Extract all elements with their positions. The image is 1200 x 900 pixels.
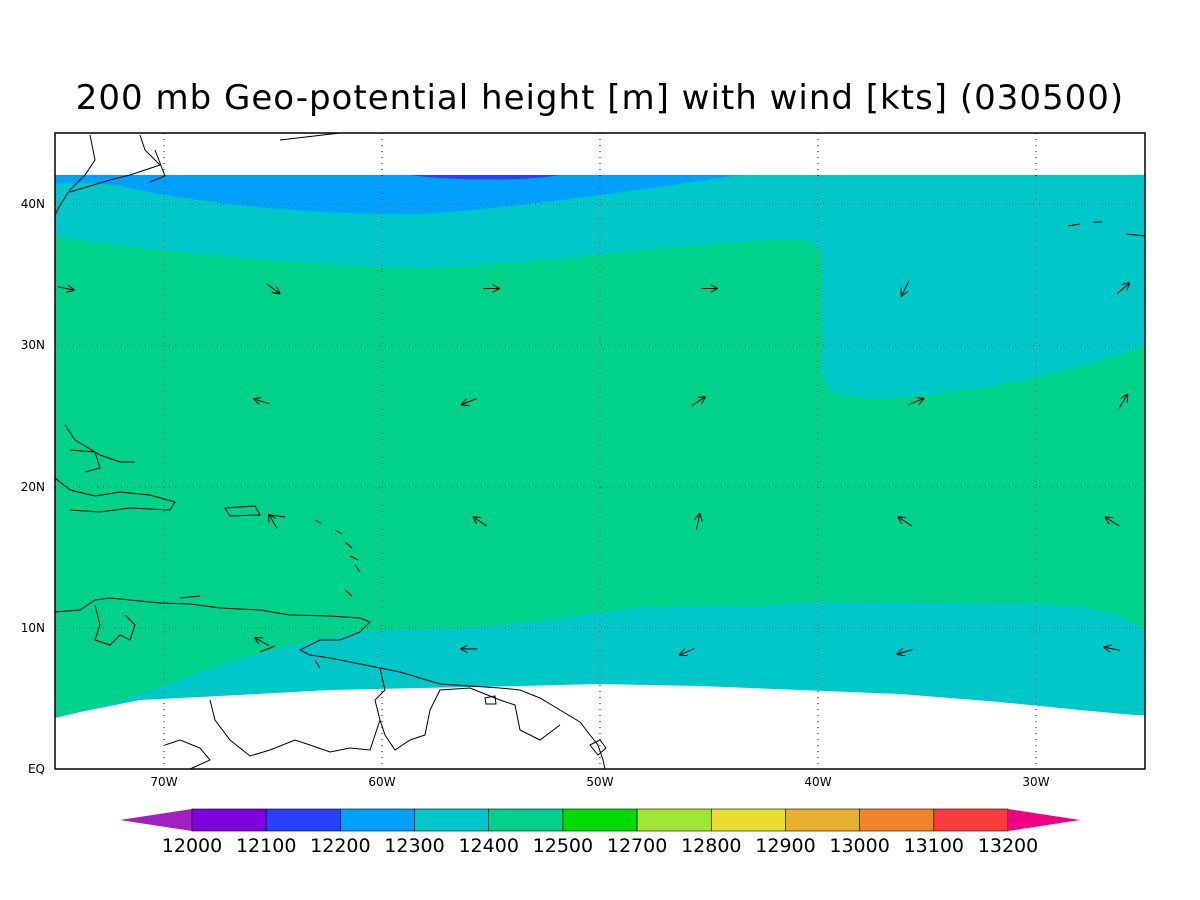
plot-frame: [54, 132, 1146, 770]
wind-arrow: [1116, 283, 1129, 295]
colorbar-swatch: [710, 808, 786, 832]
height-band-12100-12200: [410, 175, 560, 180]
colorbar-swatch: [414, 808, 490, 832]
colorbar-swatch: [636, 808, 712, 832]
colorbar-label: 12400: [458, 835, 518, 857]
colorbar-labels: 12000 12100 12200 12300 12400 12500 12700 12800…: [162, 835, 1038, 857]
plot-area: [55, 133, 1145, 769]
x-tick-label: 60W: [368, 775, 395, 789]
colorbar-label: 12700: [607, 835, 667, 857]
wind-arrow: [462, 398, 477, 405]
x-tick-label: 30W: [1022, 775, 1049, 789]
colorbar-legend: [120, 808, 1080, 832]
y-tick-label: EQ: [28, 762, 45, 776]
colorbar-swatch: [340, 808, 415, 832]
wind-arrow: [898, 649, 914, 654]
wind-arrow: [697, 514, 700, 530]
x-axis: 70W 60W 50W 40W 30W: [150, 775, 1049, 789]
colorbar-swatch: [488, 808, 564, 832]
colorbar-label: 12900: [755, 835, 815, 857]
x-tick-label: 70W: [150, 775, 177, 789]
y-tick-label: 20N: [21, 480, 45, 494]
no-data-region: [55, 684, 1145, 769]
colorbar-label: 12500: [533, 835, 593, 857]
wind-arrow: [899, 517, 913, 527]
colorbar-label: 12800: [681, 835, 741, 857]
wind-arrow: [1105, 647, 1121, 650]
wind-arrow: [266, 283, 280, 294]
wind-arrow: [58, 287, 74, 290]
colorbar-swatch: [785, 808, 860, 832]
wind-arrow: [473, 517, 488, 527]
wind-arrow: [1106, 517, 1120, 527]
wind-arrow: [680, 647, 695, 655]
colorbar-swatch: [562, 808, 638, 832]
y-tick-label: 30N: [21, 338, 45, 352]
wind-arrow: [1118, 395, 1127, 409]
wind-arrow: [269, 515, 278, 529]
y-tick-label: 40N: [21, 197, 45, 211]
x-tick-label: 40W: [804, 775, 831, 789]
x-tick-label: 50W: [586, 775, 613, 789]
wind-vectors: [58, 281, 1129, 655]
wind-arrow: [691, 397, 704, 407]
wind-arrow: [254, 399, 270, 404]
colorbar-label: 13100: [904, 835, 964, 857]
colorbar-swatch: [933, 808, 1009, 832]
wind-arrow: [908, 399, 924, 405]
chart-title: 200 mb Geo-potential height [m] with win…: [75, 78, 1125, 118]
height-band-12400-12500: [55, 237, 1145, 718]
colorbar-label: 12200: [310, 835, 370, 857]
colorbar-label: 12000: [162, 835, 222, 857]
y-axis: EQ 10N 20N 30N 40N: [21, 197, 45, 776]
colorbar-label: 12300: [384, 835, 444, 857]
wind-arrow: [255, 638, 270, 647]
colorbar-label: 13200: [978, 835, 1038, 857]
height-band-12200-12300-north: [55, 175, 740, 215]
gridlines: [55, 133, 1145, 769]
colorbar-high-extension: [1008, 809, 1080, 831]
colorbar-swatch: [191, 808, 267, 832]
colorbar-swatch: [265, 808, 341, 832]
colorbar-label: 12100: [236, 835, 296, 857]
y-tick-label: 10N: [21, 621, 45, 635]
colorbar-low-extension: [120, 809, 192, 831]
colorbar-swatch: [859, 808, 935, 832]
wind-arrow: [902, 281, 910, 295]
colorbar-label: 13000: [829, 835, 889, 857]
